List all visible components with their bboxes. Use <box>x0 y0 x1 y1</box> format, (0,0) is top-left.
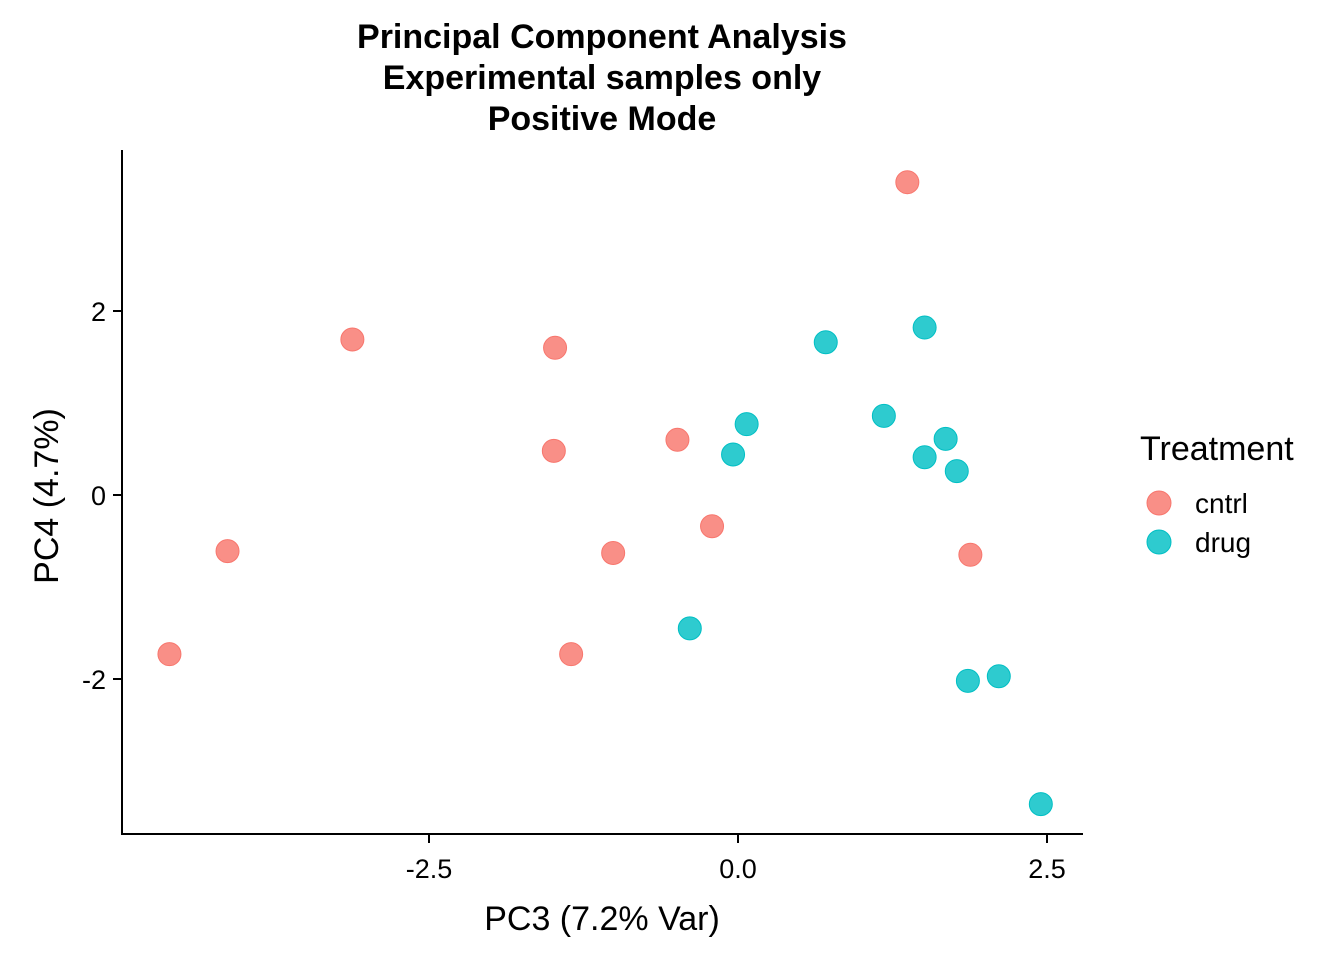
data-point-cntrl <box>601 540 626 565</box>
data-point-cntrl <box>157 642 182 667</box>
y-axis-title: PC4 (4.7%) <box>28 408 66 584</box>
scatter-points <box>157 170 1053 817</box>
data-point-cntrl <box>340 327 365 352</box>
data-point-cntrl <box>541 438 566 463</box>
chart-title-line-2: Experimental samples only <box>383 59 821 97</box>
x-axis-ticks: -2.5 0.0 2.5 <box>406 834 1066 884</box>
legend-key-cntrl <box>1146 490 1172 516</box>
data-point-drug <box>677 616 702 641</box>
data-point-drug <box>955 668 980 693</box>
data-point-drug <box>944 459 969 484</box>
data-point-drug <box>1028 792 1053 817</box>
data-point-drug <box>933 426 958 451</box>
legend: Treatment cntrl drug <box>1140 430 1294 558</box>
legend-title: Treatment <box>1140 430 1294 468</box>
x-tick-label: 2.5 <box>1028 854 1066 884</box>
data-point-cntrl <box>895 170 920 195</box>
y-tick-label: 0 <box>91 481 106 511</box>
data-point-drug <box>912 445 937 470</box>
data-point-drug <box>986 664 1011 689</box>
chart-title-line-1: Principal Component Analysis <box>357 18 847 56</box>
data-point-drug <box>734 412 759 437</box>
data-point-drug <box>813 330 838 355</box>
series-cntrl <box>157 170 983 667</box>
x-tick-label: 0.0 <box>719 854 757 884</box>
data-point-cntrl <box>215 539 240 564</box>
legend-key-drug <box>1146 529 1172 555</box>
y-tick-label: 2 <box>91 297 106 327</box>
legend-items: cntrl drug <box>1146 488 1251 558</box>
data-point-drug <box>721 442 746 467</box>
data-point-drug <box>871 403 896 428</box>
data-point-cntrl <box>700 514 725 539</box>
series-drug <box>677 315 1053 817</box>
x-tick-label: -2.5 <box>406 854 453 884</box>
chart-title-line-3: Positive Mode <box>488 100 717 138</box>
data-point-cntrl <box>958 542 983 567</box>
data-point-drug <box>912 315 937 340</box>
legend-label-drug: drug <box>1195 527 1251 558</box>
y-axis-ticks: -2 0 2 <box>82 297 122 695</box>
legend-label-cntrl: cntrl <box>1195 488 1248 519</box>
data-point-cntrl <box>543 335 568 360</box>
data-point-cntrl <box>559 642 584 667</box>
y-tick-label: -2 <box>82 665 106 695</box>
data-point-cntrl <box>665 427 690 452</box>
x-axis-title: PC3 (7.2% Var) <box>484 900 720 938</box>
